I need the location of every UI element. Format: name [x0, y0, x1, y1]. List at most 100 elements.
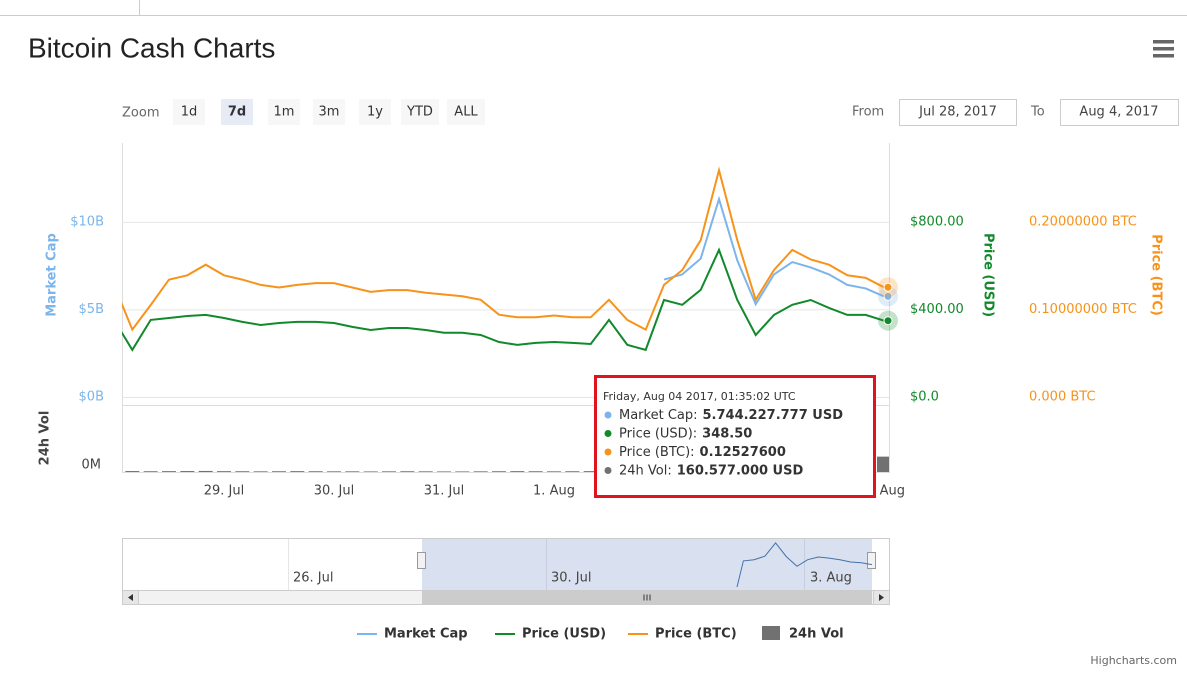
volume-bar [547, 471, 561, 472]
to-input[interactable] [1060, 99, 1179, 126]
axis-title: Price (BTC) [1149, 234, 1164, 316]
volume-bar [125, 471, 140, 472]
y-tick-label: $0B [79, 390, 104, 405]
zoom-button[interactable] [313, 99, 345, 125]
volume-bar [107, 471, 121, 472]
legend-item[interactable]: 24h Vol [762, 626, 844, 642]
navigator-line [736, 542, 873, 588]
volume-bar [198, 470, 213, 472]
axis-title: 24h Vol [38, 411, 53, 466]
credits[interactable]: Highcharts.com [1090, 654, 1177, 667]
zoom-button[interactable] [173, 99, 205, 125]
tooltip-dot [604, 411, 612, 419]
legend-label: Market Cap [384, 627, 468, 642]
volume-bar [327, 471, 341, 472]
zoom-button[interactable] [359, 99, 391, 125]
navigator-grid [288, 539, 805, 590]
zoom-label: Zoom [122, 106, 159, 121]
from-value: Jul 28, 2017 [918, 105, 997, 120]
tooltip-value: 5.744.227.777 USD [703, 408, 844, 423]
tooltip-row: 24h Vol: 160.577.000 USD [619, 463, 803, 478]
to-value: Aug 4, 2017 [1079, 105, 1158, 120]
zoom-button[interactable] [221, 99, 253, 125]
from-input[interactable] [899, 99, 1017, 126]
chart-title: Bitcoin Cash Charts [28, 32, 275, 63]
menu-bar [1153, 47, 1174, 51]
to-label: To [1030, 105, 1045, 120]
series-line [122, 166, 885, 332]
tooltip-dot [604, 430, 612, 437]
zoom-button-label[interactable]: 7d [228, 105, 246, 120]
legend-symbol [762, 626, 780, 640]
x-tick-label: 30. Jul [314, 484, 355, 499]
volume-bar [162, 471, 176, 472]
tooltip-dot [604, 467, 612, 474]
volume-bar [528, 471, 543, 472]
volume-bar [565, 471, 580, 472]
legend-label: Price (USD) [522, 627, 606, 642]
navigator-label: 26. Jul [293, 571, 334, 586]
volume-bar [382, 471, 396, 472]
navigator-label: 30. Jul [551, 571, 592, 586]
tooltip-value: 348.50 [702, 426, 752, 441]
zoom-button-label[interactable]: 1d [181, 105, 198, 120]
navigator-selection[interactable] [422, 539, 872, 590]
tooltip-box [594, 375, 876, 498]
y-tick-label: $800.00 [910, 214, 964, 229]
menu-bar [1153, 40, 1174, 44]
y-tick-label: 0.10000000 BTC [1029, 302, 1137, 317]
y-tick-label: 0M [82, 458, 102, 473]
zoom-button[interactable] [268, 99, 300, 125]
volume-bar [308, 471, 323, 472]
y-tick-label: 0.20000000 BTC [1029, 214, 1137, 229]
zoom-button-label[interactable]: YTD [406, 105, 433, 120]
volume-bar [510, 471, 525, 472]
volume-bar [400, 471, 415, 472]
series-line [663, 195, 885, 307]
navigator-frame [122, 538, 890, 591]
menu-bar [1153, 54, 1174, 58]
legend-item[interactable]: Price (BTC) [628, 627, 737, 642]
from-label: From [852, 105, 884, 120]
volume-bar [473, 471, 488, 472]
volume-bar [217, 471, 231, 472]
scroll-grip [643, 594, 651, 601]
volume-bar [437, 471, 451, 472]
legend-item[interactable]: Price (USD) [495, 627, 606, 642]
volume-bar [235, 471, 250, 472]
hover-marker [883, 282, 893, 292]
navigator [122, 538, 890, 605]
legend-item[interactable]: Market Cap [357, 627, 468, 642]
series-line [122, 247, 885, 352]
x-tick-label: 1. Aug [533, 484, 575, 499]
zoom-button-label[interactable]: 1m [274, 105, 295, 120]
hover-marker [883, 316, 893, 326]
zoom-button-label[interactable]: ALL [454, 105, 478, 120]
y-tick-label: $400.00 [910, 302, 964, 317]
tooltip-dot [604, 448, 612, 456]
tooltip-label: Price (BTC): [619, 445, 695, 460]
volume-bar [492, 471, 506, 472]
zoom-button-label[interactable]: 1y [367, 105, 383, 120]
y-tick-label: $5B [79, 302, 104, 317]
x-tick-label: 31. Jul [424, 484, 465, 499]
volume-bar [253, 471, 268, 472]
volume-bar [180, 471, 195, 472]
tooltip-label: 24h Vol: [619, 463, 672, 478]
volume-bar [455, 471, 470, 472]
volume-bar [272, 471, 286, 472]
axis-title: Market Cap [45, 233, 60, 317]
tab-outline [0, 0, 1187, 16]
zoom-button[interactable] [401, 99, 439, 125]
navigator-handle[interactable] [417, 552, 426, 569]
tooltip-label: Market Cap: [619, 408, 698, 423]
volume-bar [583, 471, 598, 472]
navigator-handle[interactable] [867, 552, 876, 569]
zoom-button[interactable] [447, 99, 485, 125]
menu-button[interactable] [1153, 40, 1174, 58]
tooltip-row: Price (USD): 348.50 [619, 426, 752, 441]
y-tick-label: $0.0 [910, 390, 939, 405]
legend-label: 24h Vol [789, 627, 844, 642]
zoom-button-label[interactable]: 3m [319, 105, 340, 120]
